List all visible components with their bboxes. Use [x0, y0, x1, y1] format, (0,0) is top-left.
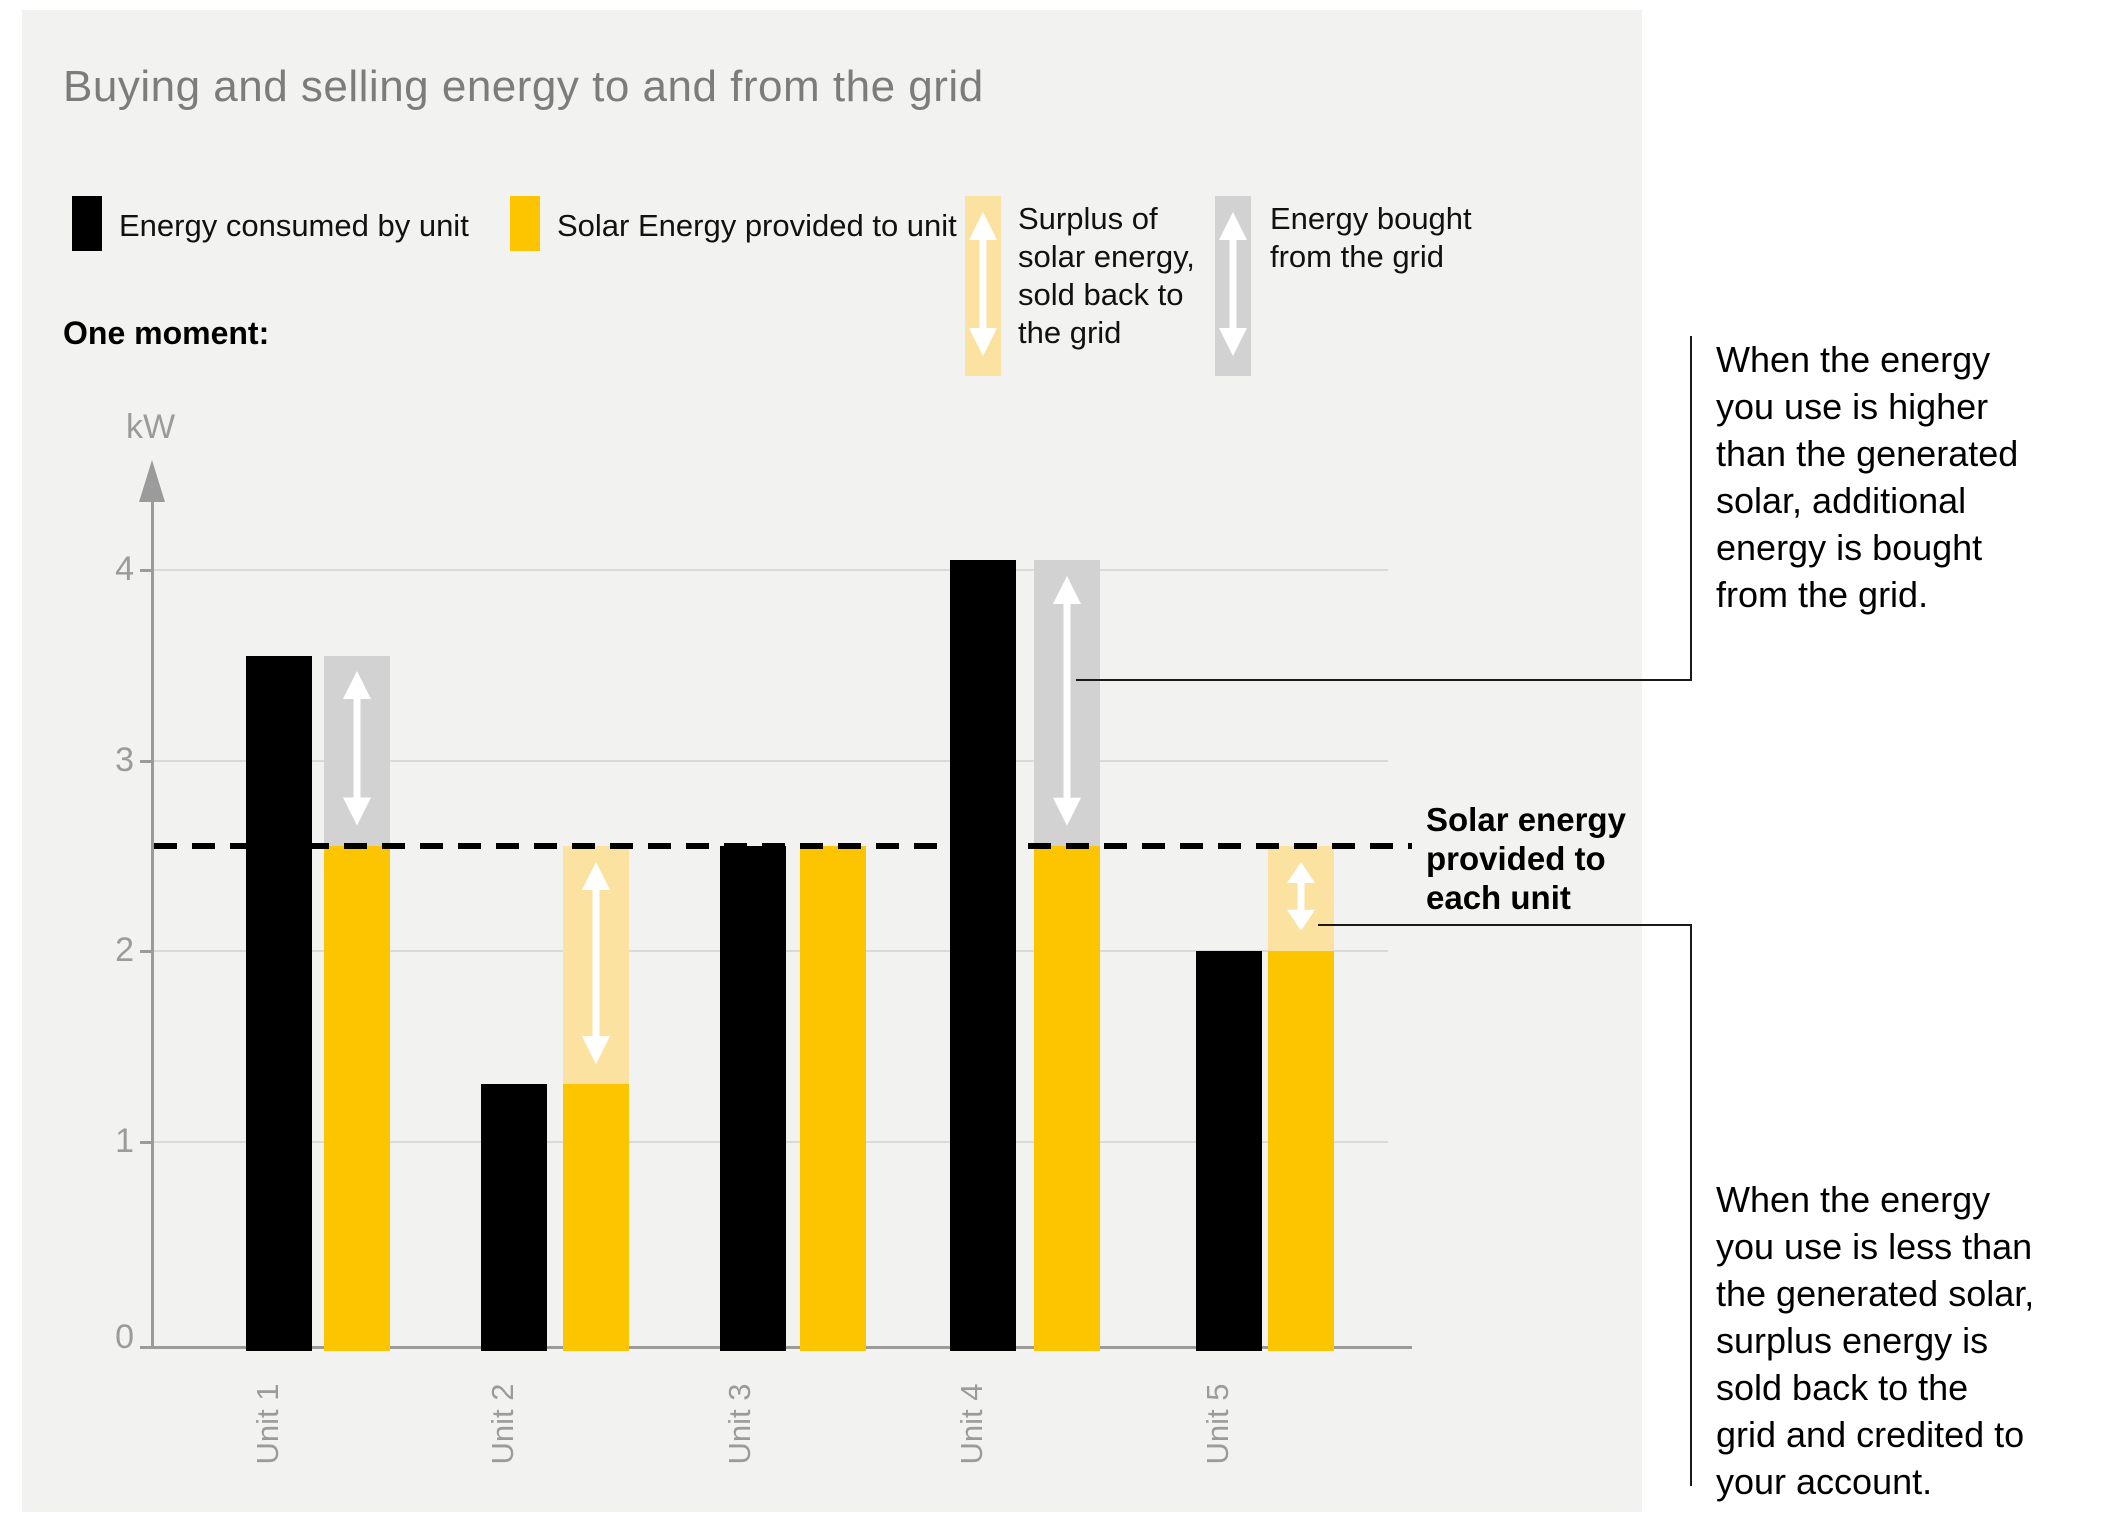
x-axis-label: Unit 1	[250, 1383, 285, 1465]
solar-legend-swatch	[510, 196, 540, 251]
consumed-legend-swatch	[72, 196, 102, 251]
y-axis-line	[151, 496, 154, 1348]
reference-dashed-line	[154, 843, 1412, 850]
surplus-callout-line-h	[1318, 924, 1692, 926]
y-tick-label: 2	[115, 931, 134, 969]
consumed-bar	[950, 560, 1016, 1351]
chart-panel: Buying and selling energy to and from th…	[22, 10, 1642, 1512]
consumed-bar	[481, 1084, 547, 1351]
x-axis-label: Unit 5	[1200, 1383, 1235, 1465]
surplus-annotation: When the energy you use is less than the…	[1716, 1179, 2035, 1502]
surplus-legend-swatch	[965, 196, 1001, 376]
gridline	[154, 759, 1388, 762]
double-arrow-icon	[342, 671, 372, 831]
y-tick-label: 3	[115, 740, 134, 779]
x-axis-label: Unit 4	[954, 1383, 989, 1465]
consumed-bar	[720, 846, 786, 1351]
reference-line-label: Solar energy provided to each unit	[1426, 801, 1626, 916]
y-tick-label: 1	[115, 1121, 134, 1160]
double-arrow-icon	[1218, 211, 1248, 361]
solar-legend-label: Solar Energy provided to unit	[557, 208, 957, 243]
double-arrow-icon	[581, 861, 611, 1069]
double-arrow-icon	[1052, 575, 1082, 831]
bought-callout-line-v	[1690, 336, 1692, 681]
y-tick-label: 4	[115, 550, 134, 588]
surplus-band	[563, 846, 629, 1085]
x-axis-label: Unit 3	[722, 1383, 757, 1465]
solar-bar	[563, 1084, 629, 1351]
consumed-legend-label: Energy consumed by unit	[119, 208, 469, 243]
solar-bar	[1268, 951, 1334, 1351]
bought-legend-label: Energy bought from the grid	[1270, 201, 1472, 274]
double-arrow-icon	[968, 211, 998, 361]
surplus-legend-label: Surplus of solar energy, sold back to th…	[1018, 201, 1195, 350]
bought-band	[324, 655, 390, 847]
y-axis-tick	[140, 569, 154, 572]
y-axis-tick	[140, 950, 154, 953]
y-axis-tick	[140, 1140, 154, 1144]
solar-bar	[324, 846, 390, 1351]
y-axis-unit-label: kW	[126, 408, 176, 446]
bought-annotation: When the energy you use is higher than t…	[1716, 339, 2019, 615]
page-title: Buying and selling energy to and from th…	[63, 62, 984, 111]
solar-bar	[1034, 846, 1100, 1351]
bought-band	[1034, 560, 1100, 847]
surplus-band	[1268, 846, 1334, 951]
consumed-bar	[1196, 951, 1262, 1351]
double-arrow-icon	[1286, 861, 1316, 936]
moment-label: One moment:	[63, 315, 270, 351]
solar-bar	[800, 846, 866, 1351]
y-tick-label: 0	[115, 1318, 134, 1356]
gridline	[154, 569, 1388, 571]
x-axis-label: Unit 2	[485, 1383, 520, 1465]
consumed-bar	[246, 655, 312, 1351]
bought-legend-swatch	[1215, 196, 1251, 376]
bought-callout-line-h	[1076, 679, 1692, 681]
axis-arrow-up-icon	[139, 460, 165, 507]
y-axis-tick	[140, 759, 154, 763]
surplus-callout-line-v	[1690, 924, 1692, 1486]
